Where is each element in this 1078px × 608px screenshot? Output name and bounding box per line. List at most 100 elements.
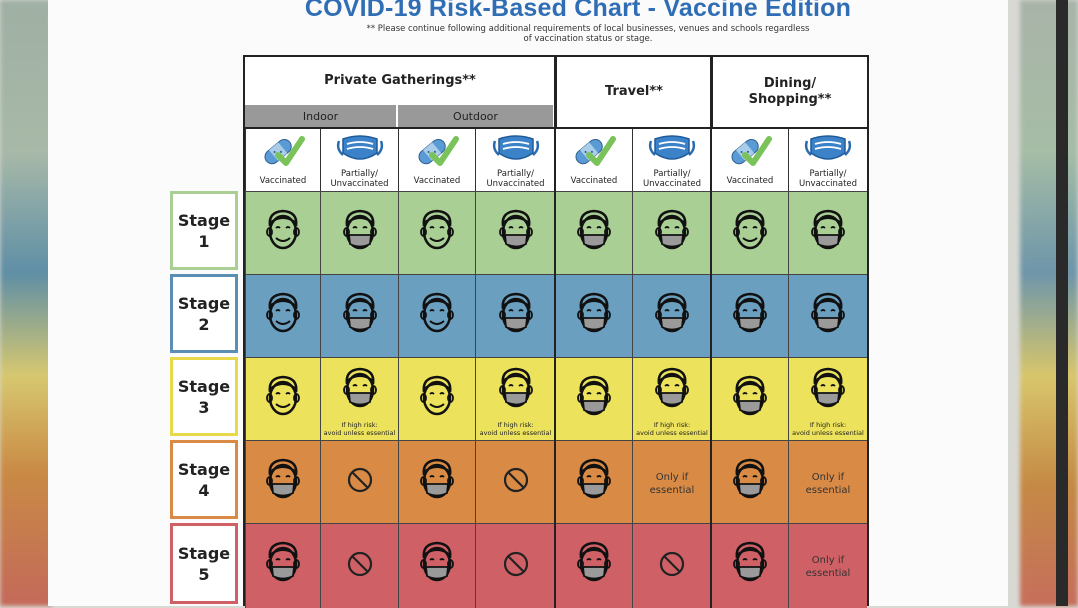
- risk-grid: Private Gatherings** Indoor Outdoor Trav…: [243, 55, 869, 608]
- risk-cell: [632, 274, 711, 357]
- stage-number: 2: [198, 314, 210, 334]
- column-label: Vaccinated: [259, 176, 307, 186]
- risk-cell: [245, 523, 320, 608]
- risk-cell: [475, 274, 555, 357]
- stage-label-3: Stage 3: [170, 357, 238, 436]
- risk-cell: [475, 523, 555, 608]
- column-label: Vaccinated: [726, 176, 774, 186]
- risk-cell: [245, 191, 320, 274]
- stage-label-5: Stage 5: [170, 523, 238, 604]
- column-header-unvaccinated: Partially/Unvaccinated: [788, 127, 867, 191]
- high-risk-note: If high risk: avoid unless essential: [479, 421, 552, 437]
- section-divider: [554, 57, 556, 608]
- risk-cell: If high risk: avoid unless essential: [632, 357, 711, 440]
- risk-cell: [788, 274, 867, 357]
- stage-number: 1: [198, 231, 210, 251]
- stage-word: Stage: [177, 210, 231, 230]
- stage-word: Stage: [177, 543, 231, 563]
- risk-cell: Only if essential: [632, 440, 711, 523]
- prohibited-icon: [502, 466, 530, 498]
- stage-label-1: Stage 1: [170, 191, 238, 270]
- risk-cell: [711, 440, 788, 523]
- risk-cell: [711, 274, 788, 357]
- column-label: Vaccinated: [570, 176, 618, 186]
- risk-cell: [398, 440, 475, 523]
- only-if-essential-note: Only if essential: [805, 472, 851, 496]
- risk-cell: [320, 523, 398, 608]
- column-label: Partially/Unvaccinated: [330, 169, 389, 189]
- risk-cell: [555, 523, 632, 608]
- chart-title: COVID-19 Risk-Based Chart - Vaccine Edit…: [304, 0, 852, 22]
- high-risk-note: If high risk: avoid unless essential: [792, 421, 864, 437]
- risk-cell: [245, 274, 320, 357]
- risk-cell: [475, 440, 555, 523]
- risk-cell: Only if essential: [788, 523, 867, 608]
- risk-cell: [632, 191, 711, 274]
- note-line-2: of vaccination status or stage.: [523, 34, 653, 44]
- column-header-vaccinated: Vaccinated: [555, 127, 632, 191]
- stage-label-4: Stage 4: [170, 440, 238, 519]
- stage-word: Stage: [177, 293, 231, 313]
- stage-number: 5: [198, 564, 210, 584]
- column-label: Partially/Unvaccinated: [798, 169, 858, 189]
- risk-cell: [711, 523, 788, 608]
- stage-number: 3: [198, 397, 210, 417]
- risk-cell: [555, 191, 632, 274]
- prohibited-icon: [502, 550, 530, 582]
- risk-cell: [788, 191, 867, 274]
- column-header-vaccinated: Vaccinated: [711, 127, 788, 191]
- column-header-vaccinated: Vaccinated: [398, 127, 475, 191]
- background-left: [0, 0, 52, 606]
- stage-label-2: Stage 2: [170, 274, 238, 353]
- risk-cell: [398, 191, 475, 274]
- risk-cell: [632, 523, 711, 608]
- subheader-indoor: Indoor: [245, 105, 398, 127]
- risk-cell: [320, 191, 398, 274]
- risk-cell: [475, 191, 555, 274]
- background-right: [1020, 0, 1078, 606]
- column-header-unvaccinated: Partially/Unvaccinated: [320, 127, 398, 191]
- header-dining-line2: Shopping**: [748, 92, 832, 107]
- chart-sheet: COVID-19 Risk-Based Chart - Vaccine Edit…: [48, 0, 1068, 608]
- risk-cell: [320, 440, 398, 523]
- stage-word: Stage: [177, 459, 231, 479]
- risk-cell: [555, 440, 632, 523]
- risk-cell: [398, 523, 475, 608]
- only-if-essential-note: Only if essential: [649, 472, 695, 496]
- risk-cell: [245, 440, 320, 523]
- risk-cell: [398, 357, 475, 440]
- risk-cell: [398, 274, 475, 357]
- risk-cell: [711, 357, 788, 440]
- header-travel: Travel**: [555, 57, 711, 127]
- high-risk-note: If high risk: avoid unless essential: [323, 421, 396, 437]
- prohibited-icon: [346, 550, 374, 582]
- risk-cell: If high risk: avoid unless essential: [475, 357, 555, 440]
- header-dining-shopping: Dining/ Shopping**: [711, 57, 867, 127]
- only-if-essential-note: Only if essential: [805, 555, 851, 579]
- header-private-gatherings: Private Gatherings**: [245, 57, 555, 105]
- chart-note: ** Please continue following additional …: [298, 24, 878, 44]
- note-line-1: ** Please continue following additional …: [366, 24, 810, 34]
- column-header-unvaccinated: Partially/Unvaccinated: [475, 127, 555, 191]
- column-label: Partially/Unvaccinated: [486, 169, 545, 189]
- subheader-outdoor: Outdoor: [398, 105, 555, 127]
- column-header-unvaccinated: Partially/Unvaccinated: [632, 127, 711, 191]
- risk-cell: If high risk: avoid unless essential: [320, 357, 398, 440]
- risk-cell: [245, 357, 320, 440]
- prohibited-icon: [658, 550, 686, 582]
- risk-cell: [555, 357, 632, 440]
- risk-cell: If high risk: avoid unless essential: [788, 357, 867, 440]
- stage-number: 4: [198, 480, 210, 500]
- column-header-vaccinated: Vaccinated: [245, 127, 320, 191]
- high-risk-note: If high risk: avoid unless essential: [636, 421, 708, 437]
- prohibited-icon: [346, 466, 374, 498]
- risk-cell: [555, 274, 632, 357]
- column-label: Partially/Unvaccinated: [642, 169, 702, 189]
- stage-word: Stage: [177, 376, 231, 396]
- section-divider: [710, 57, 712, 608]
- header-divider: [245, 127, 867, 129]
- header-dining-line1: Dining/: [763, 76, 817, 91]
- risk-cell: [711, 191, 788, 274]
- risk-cell: [320, 274, 398, 357]
- column-label: Vaccinated: [413, 176, 461, 186]
